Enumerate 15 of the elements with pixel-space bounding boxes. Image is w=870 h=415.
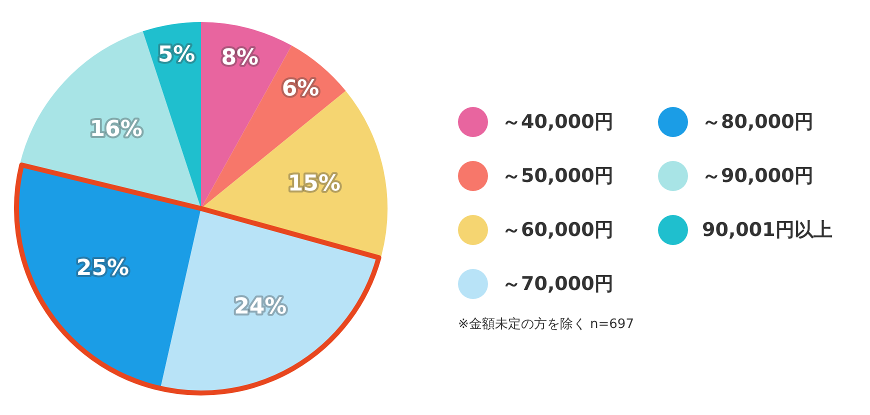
legend-label: ～50,000円: [502, 164, 614, 189]
legend-label: 90,001円以上: [702, 218, 832, 243]
text: ※金額未定の方を除く n=697: [458, 316, 634, 333]
data-label: 16%: [90, 116, 142, 142]
data-label: 5%: [158, 42, 196, 68]
legend-label: ～70,000円: [502, 272, 614, 297]
data-label: 8%: [221, 45, 259, 70]
data-label: 6%: [282, 76, 320, 102]
legend-label: ～40,000円: [502, 110, 614, 135]
data-label: 24%: [234, 294, 287, 320]
legend-label: ～60,000円: [502, 218, 614, 243]
legend-label: ～90,000円: [702, 164, 814, 189]
legend-label: ～80,000円: [702, 110, 814, 135]
data-label: 25%: [76, 256, 130, 282]
data-label: 15%: [288, 172, 341, 197]
